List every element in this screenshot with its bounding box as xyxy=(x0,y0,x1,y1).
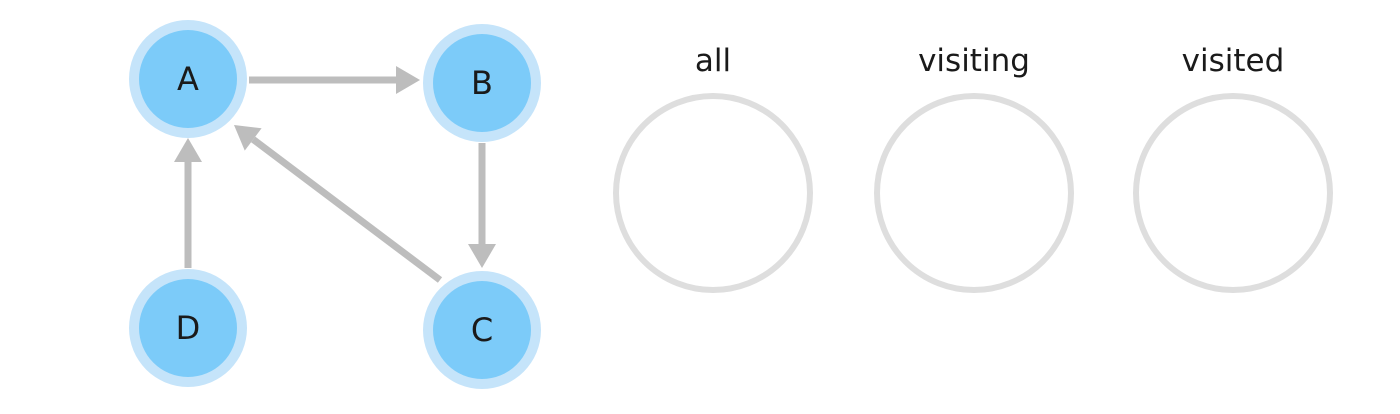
set-all: all xyxy=(613,43,813,293)
edge-a-to-b xyxy=(249,66,420,94)
edges-layer xyxy=(174,66,496,283)
node-d: D xyxy=(129,269,247,387)
edge-d-to-a xyxy=(174,138,202,268)
nodes-layer: A B C D xyxy=(129,20,541,389)
arrowhead xyxy=(468,244,496,268)
set-visiting: visiting xyxy=(874,43,1074,293)
node-c: C xyxy=(423,271,541,389)
set-visited: visited xyxy=(1133,43,1333,293)
node-circle xyxy=(433,34,531,132)
node-label: D xyxy=(176,309,201,347)
node-circle xyxy=(139,279,237,377)
set-label: visiting xyxy=(918,43,1030,79)
node-a: A xyxy=(129,20,247,138)
arrowhead xyxy=(174,138,202,162)
set-container-ring xyxy=(874,93,1074,293)
node-label: A xyxy=(177,60,199,98)
edge-b-to-c xyxy=(468,143,496,268)
arrowhead xyxy=(396,66,420,94)
node-label: C xyxy=(471,311,493,349)
node-circle xyxy=(139,30,237,128)
set-container-ring xyxy=(613,93,813,293)
arrowhead xyxy=(234,125,262,151)
set-container-ring xyxy=(1133,93,1333,293)
edge-c-to-a xyxy=(234,125,443,283)
node-label: B xyxy=(471,64,493,102)
edge-line xyxy=(251,136,443,283)
set-label: all xyxy=(695,43,731,79)
sets-layer: all visiting visited xyxy=(613,43,1333,293)
node-b: B xyxy=(423,24,541,142)
node-circle xyxy=(433,281,531,379)
set-label: visited xyxy=(1182,43,1285,79)
